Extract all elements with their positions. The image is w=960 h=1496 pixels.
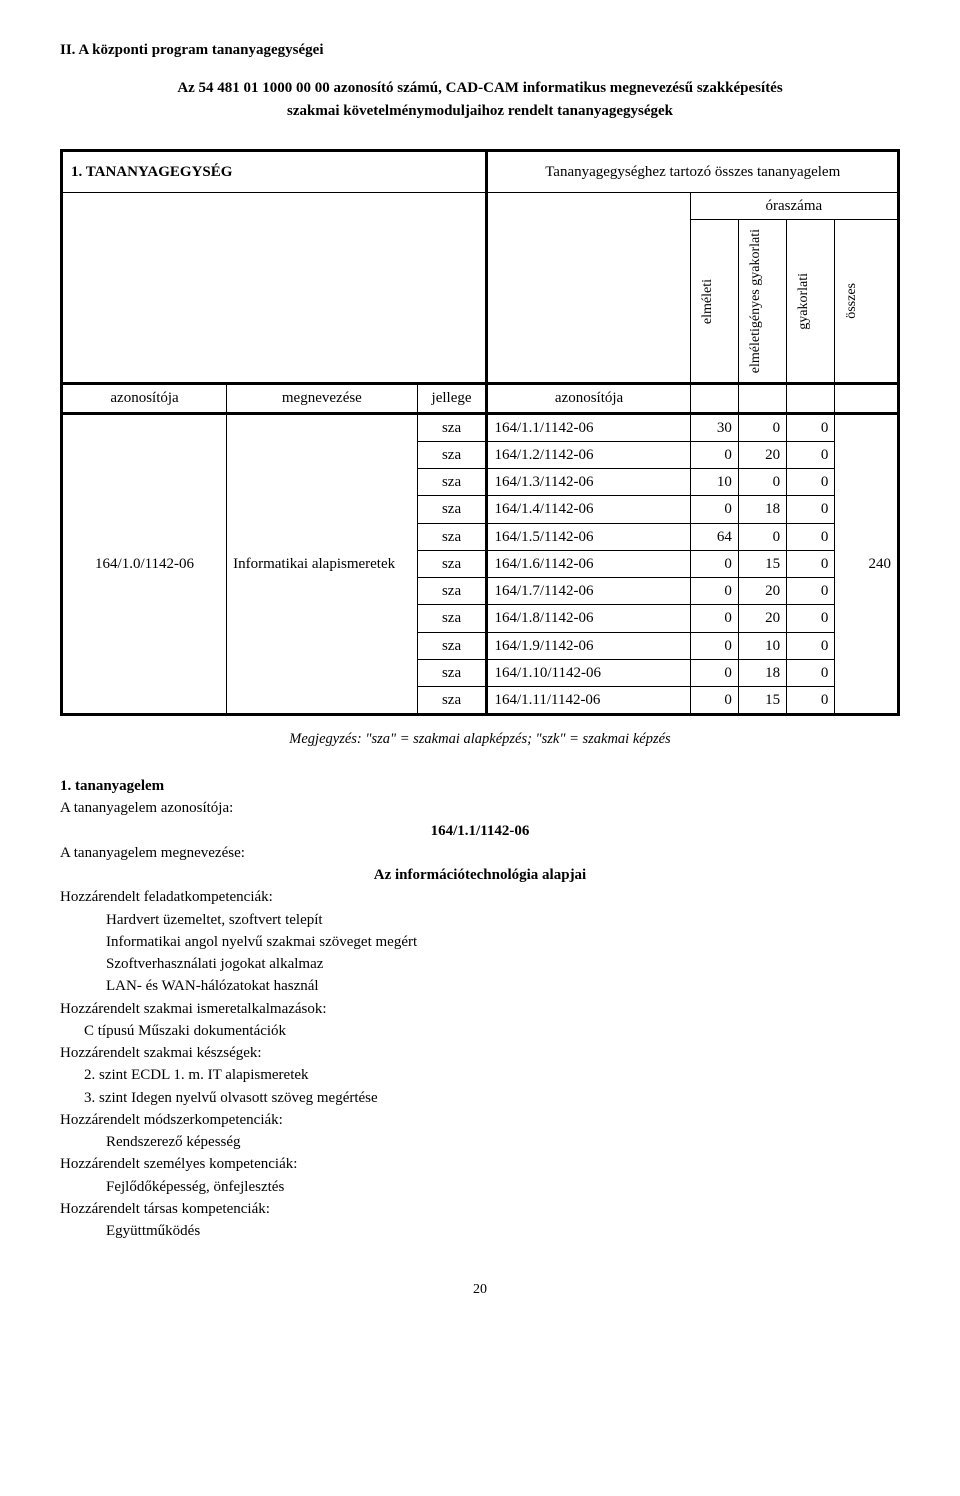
cell-gyak: 0 (787, 413, 835, 441)
section-title: II. A központi program tananyagegységei (60, 40, 900, 60)
block-l5: Hozzárendelt szakmai készségek: (60, 1043, 900, 1063)
cell-elmeleti: 30 (690, 413, 738, 441)
block-l3: Hozzárendelt feladatkompetenciák: (60, 887, 900, 907)
cell-elmeleti: 0 (690, 687, 738, 715)
col-azon2: azonosítója (487, 384, 690, 413)
cell-elm-ig: 0 (738, 523, 786, 550)
cell-elm-ig: 20 (738, 578, 786, 605)
block-l4a: C típusú Műszaki dokumentációk (60, 1021, 900, 1041)
block-h1: 1. tananyagelem (60, 776, 900, 796)
cell-azon: 164/1.10/1142-06 (487, 659, 690, 686)
col-jellege: jellege (417, 384, 487, 413)
cell-gyak: 0 (787, 605, 835, 632)
cell-jellege: sza (417, 496, 487, 523)
block-l5b: 3. szint Idegen nyelvű olvasott szöveg m… (60, 1088, 900, 1108)
cell-jellege: sza (417, 523, 487, 550)
cell-elmeleti: 0 (690, 659, 738, 686)
col-elm-ig: elméletigényes gyakorlati (745, 223, 768, 379)
block-l6: Hozzárendelt módszerkompetenciák: (60, 1110, 900, 1130)
block-name: Az információtechnológia alapjai (60, 865, 900, 885)
intro-line1: Az 54 481 01 1000 00 00 azonosító számú,… (60, 78, 900, 98)
block-l8a: Együttműködés (60, 1221, 900, 1241)
cell-elm-ig: 0 (738, 413, 786, 441)
cell-gyak: 0 (787, 687, 835, 715)
cell-azon: 164/1.2/1142-06 (487, 441, 690, 468)
hdr-oraszama: óraszáma (690, 193, 898, 220)
element-block: 1. tananyagelem A tananyagelem azonosító… (60, 776, 900, 1241)
cell-gyak: 0 (787, 550, 835, 577)
cell-elm-ig: 20 (738, 605, 786, 632)
cell-elmeleti: 10 (690, 469, 738, 496)
cell-elmeleti: 0 (690, 496, 738, 523)
block-l3a: Hardvert üzemeltet, szoftvert telepít (60, 910, 900, 930)
block-l8: Hozzárendelt társas kompetenciák: (60, 1199, 900, 1219)
block-l5a: 2. szint ECDL 1. m. IT alapismeretek (60, 1065, 900, 1085)
cell-jellege: sza (417, 441, 487, 468)
cell-gyak: 0 (787, 469, 835, 496)
cell-azon: 164/1.5/1142-06 (487, 523, 690, 550)
cell-elm-ig: 18 (738, 496, 786, 523)
cell-elm-ig: 20 (738, 441, 786, 468)
cell-elm-ig: 10 (738, 632, 786, 659)
col-gyak: gyakorlati (793, 267, 816, 336)
block-l3b: Informatikai angol nyelvű szakmai szöveg… (60, 932, 900, 952)
group-megnev: Informatikai alapismeretek (227, 413, 418, 715)
cell-jellege: sza (417, 413, 487, 441)
cell-azon: 164/1.7/1142-06 (487, 578, 690, 605)
cell-gyak: 0 (787, 632, 835, 659)
col-azon: azonosítója (62, 384, 227, 413)
group-osszes: 240 (835, 413, 899, 715)
table-row: 164/1.0/1142-06Informatikai alapismerete… (62, 413, 899, 441)
page-number: 20 (60, 1281, 900, 1300)
table-note: Megjegyzés: "sza" = szakmai alapképzés; … (60, 730, 900, 750)
cell-jellege: sza (417, 687, 487, 715)
curriculum-table: 1. TANANYAGEGYSÉG Tananyagegységhez tart… (60, 149, 900, 717)
col-elmeleti: elméleti (697, 273, 720, 330)
cell-elm-ig: 15 (738, 550, 786, 577)
cell-azon: 164/1.8/1142-06 (487, 605, 690, 632)
intro-block: Az 54 481 01 1000 00 00 azonosító számú,… (60, 78, 900, 121)
cell-gyak: 0 (787, 441, 835, 468)
intro-line2: szakmai követelménymoduljaihoz rendelt t… (60, 101, 900, 121)
cell-azon: 164/1.1/1142-06 (487, 413, 690, 441)
cell-gyak: 0 (787, 578, 835, 605)
cell-jellege: sza (417, 578, 487, 605)
cell-elmeleti: 0 (690, 632, 738, 659)
cell-elmeleti: 64 (690, 523, 738, 550)
col-megnev: megnevezése (227, 384, 418, 413)
cell-gyak: 0 (787, 659, 835, 686)
cell-jellege: sza (417, 469, 487, 496)
cell-elmeleti: 0 (690, 550, 738, 577)
cell-elm-ig: 0 (738, 469, 786, 496)
hdr-left: 1. TANANYAGEGYSÉG (62, 150, 487, 192)
cell-elm-ig: 18 (738, 659, 786, 686)
cell-jellege: sza (417, 659, 487, 686)
cell-jellege: sza (417, 632, 487, 659)
cell-azon: 164/1.11/1142-06 (487, 687, 690, 715)
block-l4: Hozzárendelt szakmai ismeretalkalmazások… (60, 999, 900, 1019)
cell-jellege: sza (417, 550, 487, 577)
cell-azon: 164/1.9/1142-06 (487, 632, 690, 659)
cell-azon: 164/1.6/1142-06 (487, 550, 690, 577)
hdr-right-top: Tananyagegységhez tartozó összes tananya… (487, 150, 899, 192)
col-osszes: összes (841, 277, 864, 325)
cell-azon: 164/1.3/1142-06 (487, 469, 690, 496)
cell-elmeleti: 0 (690, 441, 738, 468)
block-code: 164/1.1/1142-06 (60, 821, 900, 841)
group-azon: 164/1.0/1142-06 (62, 413, 227, 715)
block-l2: A tananyagelem megnevezése: (60, 843, 900, 863)
cell-elmeleti: 0 (690, 605, 738, 632)
block-l6a: Rendszerező képesség (60, 1132, 900, 1152)
block-l7: Hozzárendelt személyes kompetenciák: (60, 1154, 900, 1174)
cell-gyak: 0 (787, 523, 835, 550)
block-l3c: Szoftverhasználati jogokat alkalmaz (60, 954, 900, 974)
block-l7a: Fejlődőképesség, önfejlesztés (60, 1177, 900, 1197)
cell-gyak: 0 (787, 496, 835, 523)
cell-elm-ig: 15 (738, 687, 786, 715)
block-l3d: LAN- és WAN-hálózatokat használ (60, 976, 900, 996)
cell-jellege: sza (417, 605, 487, 632)
block-l1: A tananyagelem azonosítója: (60, 798, 900, 818)
cell-elmeleti: 0 (690, 578, 738, 605)
cell-azon: 164/1.4/1142-06 (487, 496, 690, 523)
